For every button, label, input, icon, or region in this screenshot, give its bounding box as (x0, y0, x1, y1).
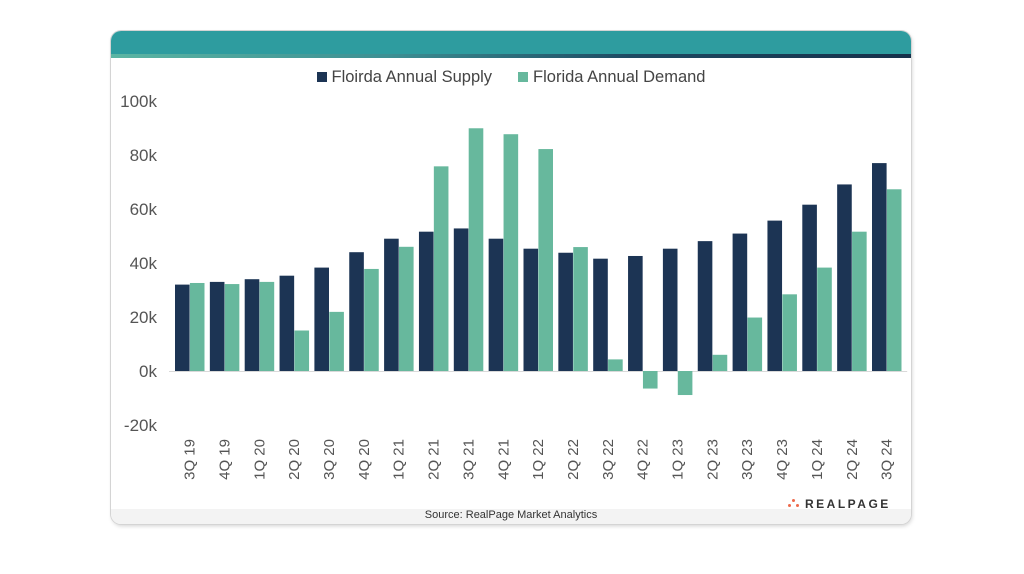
logo-dots-icon (787, 499, 801, 509)
x-tick-label: 1Q 23 (670, 439, 687, 480)
bar-supply (802, 204, 817, 371)
x-tick-label: 1Q 24 (809, 439, 826, 480)
x-tick-label: 3Q 22 (600, 439, 617, 480)
y-tick-label: 80k (130, 146, 158, 165)
source-note: Source: RealPage Market Analytics (424, 509, 598, 521)
x-tick-label: 1Q 20 (251, 439, 268, 480)
x-tick-label: 4Q 23 (774, 439, 791, 480)
x-tick-label: 2Q 21 (426, 439, 443, 480)
bar-demand (503, 134, 519, 371)
bar-supply (523, 248, 539, 371)
legend-label-demand: Florida Annual Demand (533, 67, 706, 86)
bar-supply (558, 252, 573, 371)
bar-demand (329, 311, 344, 371)
y-tick-label: 0k (139, 362, 157, 381)
bar-supply (279, 275, 295, 371)
x-tick-label: 1Q 22 (530, 439, 547, 480)
bar-supply (244, 279, 260, 371)
bar-supply (767, 220, 783, 371)
bar-demand (294, 330, 310, 371)
y-tick-label: 100k (120, 92, 157, 111)
bar-demand (259, 281, 275, 371)
x-tick-label: 3Q 23 (739, 439, 756, 480)
x-tick-label: 2Q 20 (286, 439, 303, 480)
x-tick-label: 1Q 21 (391, 439, 408, 480)
x-tick-label: 2Q 23 (704, 439, 721, 480)
y-axis: -20k 0k 20k 40k 60k 80k 100k (120, 92, 157, 435)
bar-demand (712, 354, 728, 371)
x-tick-label: 3Q 21 (460, 439, 477, 480)
bar-demand (642, 371, 658, 389)
x-tick-label: 4Q 21 (495, 439, 512, 480)
header-accent-strip (111, 54, 911, 58)
bar-demand (573, 247, 588, 371)
bar-supply (872, 163, 887, 371)
legend-swatch-demand (518, 72, 529, 82)
bar-supply (453, 228, 469, 371)
legend-item-supply: Floirda Annual Supply (316, 67, 493, 87)
realpage-logo: REALPAGE (787, 497, 891, 511)
bar-demand (747, 317, 763, 371)
bar-demand (224, 284, 240, 371)
x-tick-label: 4Q 19 (216, 439, 233, 480)
y-tick-label: 20k (130, 308, 158, 327)
y-tick-label: 40k (130, 254, 158, 273)
bar-supply (418, 231, 434, 371)
x-tick-label: 3Q 19 (182, 439, 199, 480)
x-tick-label: 4Q 20 (356, 439, 373, 480)
bar-supply (732, 233, 748, 371)
bar-supply (697, 241, 713, 371)
bar-demand (608, 359, 623, 371)
chart-card: Floirda Annual Supply Florida Annual Dem… (111, 31, 911, 524)
logo-text: REALPAGE (805, 497, 891, 511)
bar-demand (433, 166, 449, 371)
bar-demand (468, 128, 484, 371)
x-tick-label: 2Q 24 (844, 439, 861, 480)
bars (175, 128, 902, 396)
bar-demand (189, 282, 205, 371)
bar-supply (628, 255, 643, 371)
bar-demand (782, 294, 797, 371)
bar-supply (488, 238, 504, 371)
bar-chart: -20k 0k 20k 40k 60k 80k 100k 3Q 19 4Q 19 1Q 20 2Q… (120, 92, 908, 480)
bar-demand (817, 267, 832, 371)
x-tick-label: 4Q 22 (635, 439, 652, 480)
bar-demand (677, 371, 693, 396)
bar-supply (837, 184, 852, 371)
bar-supply (349, 252, 364, 371)
header-bar (111, 31, 911, 54)
legend-swatch-supply (316, 72, 327, 82)
bar-demand (538, 149, 553, 371)
bar-demand (852, 231, 867, 371)
bar-supply (593, 258, 608, 371)
footer-strip (111, 509, 911, 524)
x-tick-label: 3Q 24 (879, 439, 896, 480)
chart-legend: Floirda Annual Supply Florida Annual Dem… (111, 66, 911, 88)
x-axis: 3Q 19 4Q 19 1Q 20 2Q 20 3Q 20 4Q 20 1Q 21 2Q 21… (182, 439, 896, 480)
legend-item-demand: Florida Annual Demand (518, 68, 705, 87)
x-tick-label: 3Q 20 (321, 439, 338, 480)
legend-label-supply: Floirda Annual Supply (331, 67, 493, 86)
bar-demand (399, 246, 414, 371)
bar-supply (662, 248, 678, 371)
y-tick-label: -20k (124, 416, 158, 435)
bar-supply (384, 238, 399, 371)
bar-demand (886, 189, 902, 371)
bar-supply (314, 267, 329, 371)
bar-supply (209, 281, 225, 371)
x-tick-label: 2Q 22 (565, 439, 582, 480)
bar-supply (175, 284, 190, 371)
bar-demand (364, 268, 379, 371)
y-tick-label: 60k (130, 200, 158, 219)
